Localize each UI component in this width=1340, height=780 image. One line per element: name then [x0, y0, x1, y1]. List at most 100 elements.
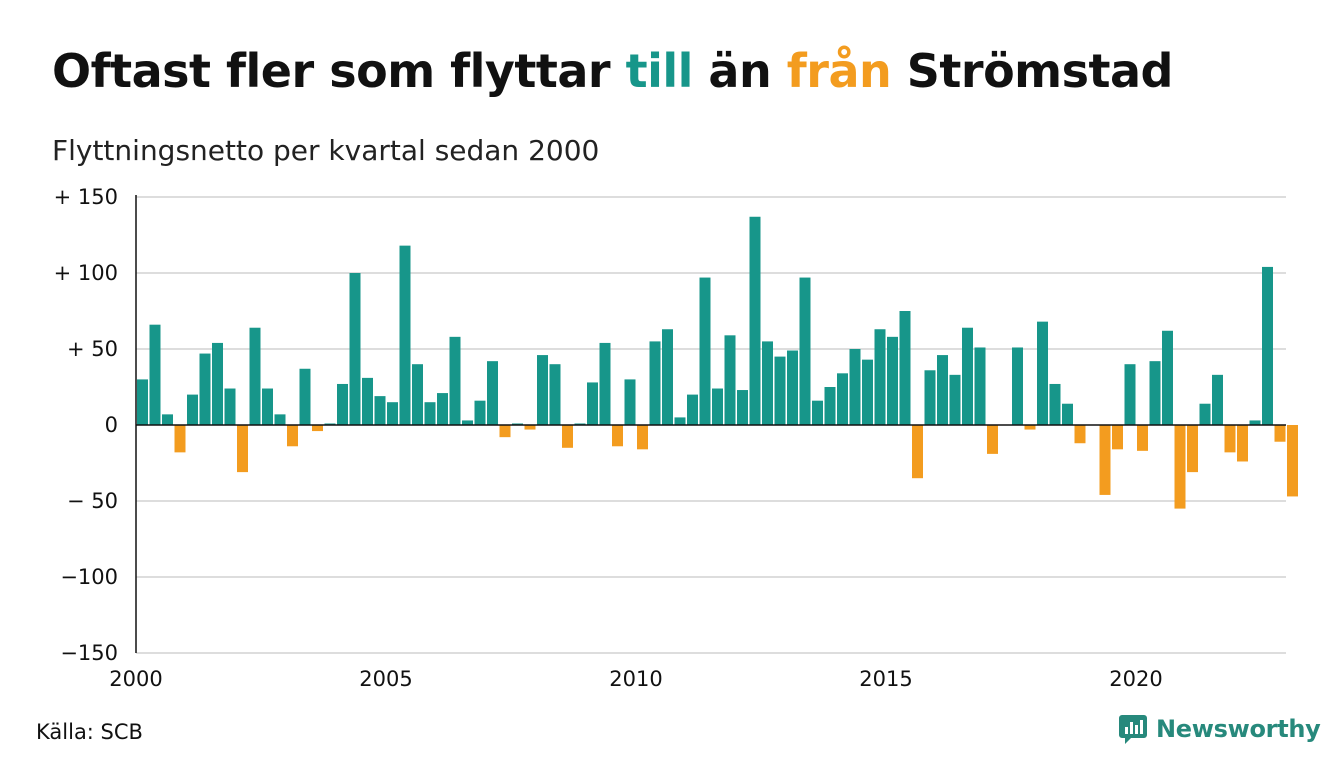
bar — [174, 425, 186, 453]
bar — [1274, 425, 1286, 442]
bar — [724, 335, 736, 425]
bar — [987, 425, 998, 454]
bar — [949, 374, 961, 425]
newsworthy-logo[interactable]: Newsworthy — [1118, 713, 1321, 745]
bar — [624, 379, 636, 425]
bar — [687, 394, 698, 425]
bar — [1012, 347, 1023, 425]
bar — [612, 425, 623, 447]
y-tick-label: + 50 — [67, 337, 118, 361]
bar — [824, 387, 836, 425]
bar — [249, 327, 261, 425]
bar — [449, 336, 461, 425]
title-part1: Oftast fler som flyttar — [52, 44, 626, 98]
bar — [312, 425, 323, 432]
bar — [462, 420, 473, 425]
bar — [437, 393, 448, 425]
bar — [937, 355, 948, 425]
bar — [562, 425, 573, 448]
bar — [662, 329, 673, 425]
bar — [699, 277, 711, 425]
bar — [712, 388, 723, 425]
bar — [324, 423, 336, 425]
gridlines — [136, 196, 1286, 654]
newsworthy-logo-icon — [1119, 715, 1147, 744]
bar — [849, 349, 861, 425]
bar — [574, 423, 586, 425]
bar — [1049, 383, 1061, 425]
x-tick-label: 2020 — [1109, 667, 1162, 691]
bar — [974, 347, 986, 425]
source-note: Källa: SCB — [36, 720, 143, 744]
y-tick-label: 0 — [105, 413, 118, 437]
bar — [199, 353, 211, 425]
bar — [424, 402, 436, 425]
y-tick-label: + 150 — [54, 185, 118, 209]
x-tick-label: 2015 — [859, 667, 912, 691]
bar — [762, 341, 773, 425]
bars — [137, 216, 1298, 509]
bar — [874, 329, 886, 425]
bar — [749, 216, 761, 425]
bar — [262, 388, 273, 425]
bar — [587, 382, 598, 425]
bar — [799, 277, 811, 425]
bar — [537, 355, 548, 425]
bar — [1224, 425, 1236, 453]
bar — [1037, 321, 1048, 425]
bar — [512, 423, 523, 425]
brand-name: Newsworthy — [1156, 715, 1321, 743]
bar — [1162, 330, 1173, 425]
title-part3: Strömstad — [891, 44, 1174, 98]
bar — [474, 400, 486, 425]
bar — [912, 425, 923, 479]
bar — [1174, 425, 1186, 509]
bar — [1137, 425, 1148, 451]
bar — [774, 356, 786, 425]
bar — [837, 373, 848, 425]
bar — [237, 425, 248, 473]
bar — [1099, 425, 1111, 495]
bar — [637, 425, 648, 450]
bar — [337, 383, 348, 425]
bar — [1112, 425, 1123, 450]
bar — [899, 311, 911, 425]
y-tick-label: + 100 — [54, 261, 118, 285]
bar — [1287, 425, 1298, 497]
chart-title: Oftast fler som flyttar till än från Str… — [52, 44, 1173, 98]
x-tick-label: 2005 — [359, 667, 412, 691]
bar — [387, 402, 398, 425]
bar — [274, 414, 286, 425]
bar — [1212, 374, 1223, 425]
bar — [1199, 403, 1211, 425]
bar — [374, 396, 386, 425]
bar — [812, 400, 823, 425]
bar — [674, 417, 686, 425]
bar — [524, 425, 536, 430]
bar — [1249, 420, 1261, 425]
bar — [924, 370, 936, 425]
y-tick-label: − 50 — [67, 489, 118, 513]
bar — [499, 425, 511, 438]
bar — [224, 388, 236, 425]
bar — [212, 342, 223, 425]
bar — [1062, 403, 1073, 425]
bar — [362, 377, 373, 425]
x-tick-label: 2000 — [109, 667, 162, 691]
y-tick-label: −150 — [60, 641, 118, 665]
y-axis-labels: + 150 + 100 + 50 0 − 50 −100 −150 — [54, 185, 118, 665]
bar — [149, 324, 161, 425]
title-part2: än — [692, 44, 787, 98]
bar — [487, 361, 498, 425]
bar — [162, 414, 173, 425]
bar — [962, 327, 973, 425]
bar — [599, 342, 611, 425]
bar — [549, 364, 561, 425]
bar — [787, 350, 798, 425]
bar — [862, 359, 873, 425]
y-tick-label: −100 — [60, 565, 118, 589]
bar — [1124, 364, 1136, 425]
title-word-from: från — [786, 44, 892, 98]
bar — [137, 379, 148, 425]
